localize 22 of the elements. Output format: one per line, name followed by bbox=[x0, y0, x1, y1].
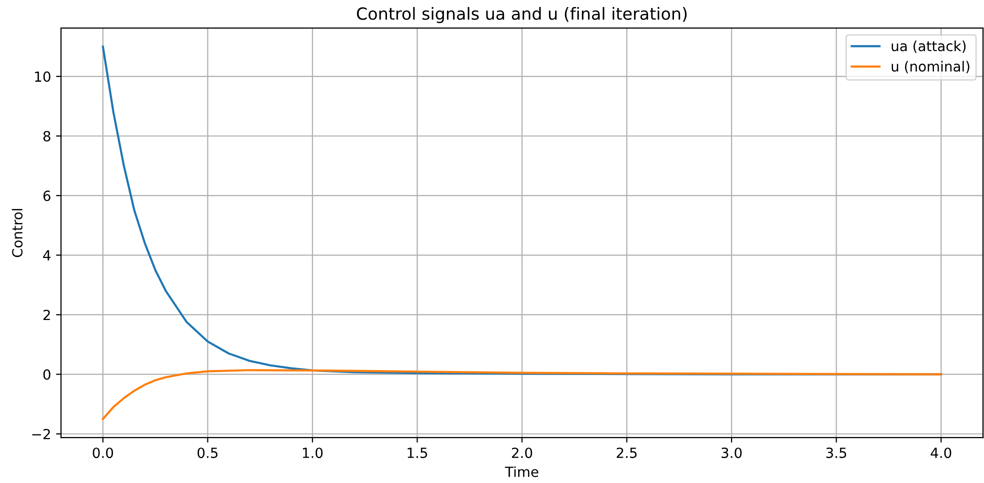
y-tick-label: 0 bbox=[43, 369, 50, 380]
x-tick-label: 0.5 bbox=[198, 448, 218, 458]
legend-label: ua (attack) bbox=[892, 40, 966, 53]
y-tick-label: 8 bbox=[43, 130, 50, 142]
y-tick-label: 10 bbox=[35, 71, 50, 82]
x-tick-label: 1.5 bbox=[408, 448, 428, 458]
y-tick-label: 2 bbox=[43, 310, 50, 320]
y-tick-label: 6 bbox=[43, 190, 50, 202]
y-tick-label: −2 bbox=[32, 428, 50, 440]
y-axis-title: Control bbox=[12, 209, 23, 258]
x-tick-label: 0.0 bbox=[92, 448, 114, 458]
x-axis-title: Time bbox=[504, 466, 538, 478]
x-tick-label: 3.5 bbox=[826, 448, 846, 458]
y-tick-label: 4 bbox=[43, 250, 51, 260]
line-series bbox=[102, 369, 942, 420]
x-tick-label: 2.0 bbox=[512, 448, 532, 458]
chart-title: Control signals ua and u (final iteration) bbox=[356, 7, 687, 24]
x-tick-label: 3.0 bbox=[722, 448, 742, 458]
x-tick-label: 4.0 bbox=[930, 448, 952, 458]
x-tick-label: 2.5 bbox=[616, 448, 637, 458]
x-tick-label: 1.0 bbox=[302, 448, 323, 458]
legend-label: u (nominal) bbox=[892, 60, 970, 74]
